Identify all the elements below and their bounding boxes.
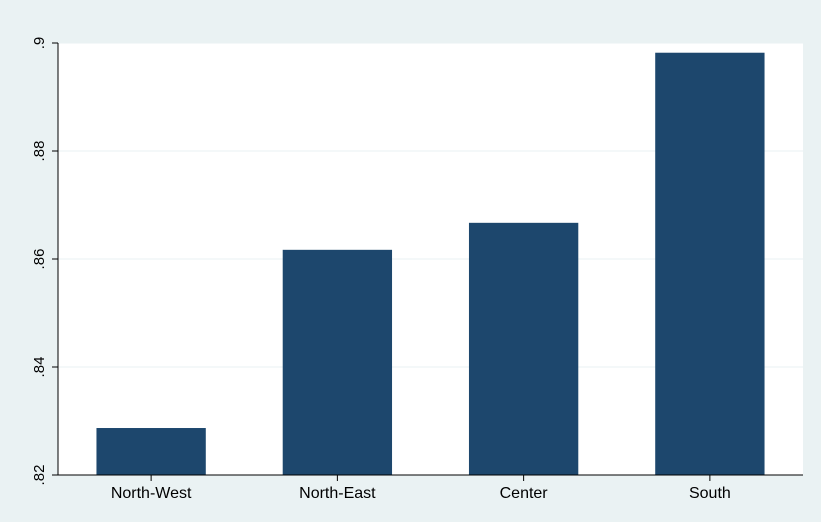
y-tick-label: .86 (31, 249, 48, 270)
y-tick-label: .84 (31, 357, 48, 378)
y-ticks: .82 .84 .86 .88 .9 (31, 37, 58, 486)
x-tick-label: North-East (299, 485, 376, 502)
x-tick-label: North-West (111, 485, 192, 502)
x-tick-label: Center (500, 485, 549, 502)
bar-south (655, 52, 765, 475)
y-tick-label: .9 (31, 37, 48, 50)
bar-north-east (282, 249, 393, 475)
bar-center (468, 222, 579, 475)
x-tick-label: South (689, 485, 731, 502)
x-tick-labels: North-West North-East Center South (111, 475, 731, 502)
bar-north-west (96, 428, 206, 475)
y-tick-label: .88 (31, 141, 48, 162)
y-tick-label: .82 (31, 465, 48, 486)
bars (96, 52, 765, 475)
